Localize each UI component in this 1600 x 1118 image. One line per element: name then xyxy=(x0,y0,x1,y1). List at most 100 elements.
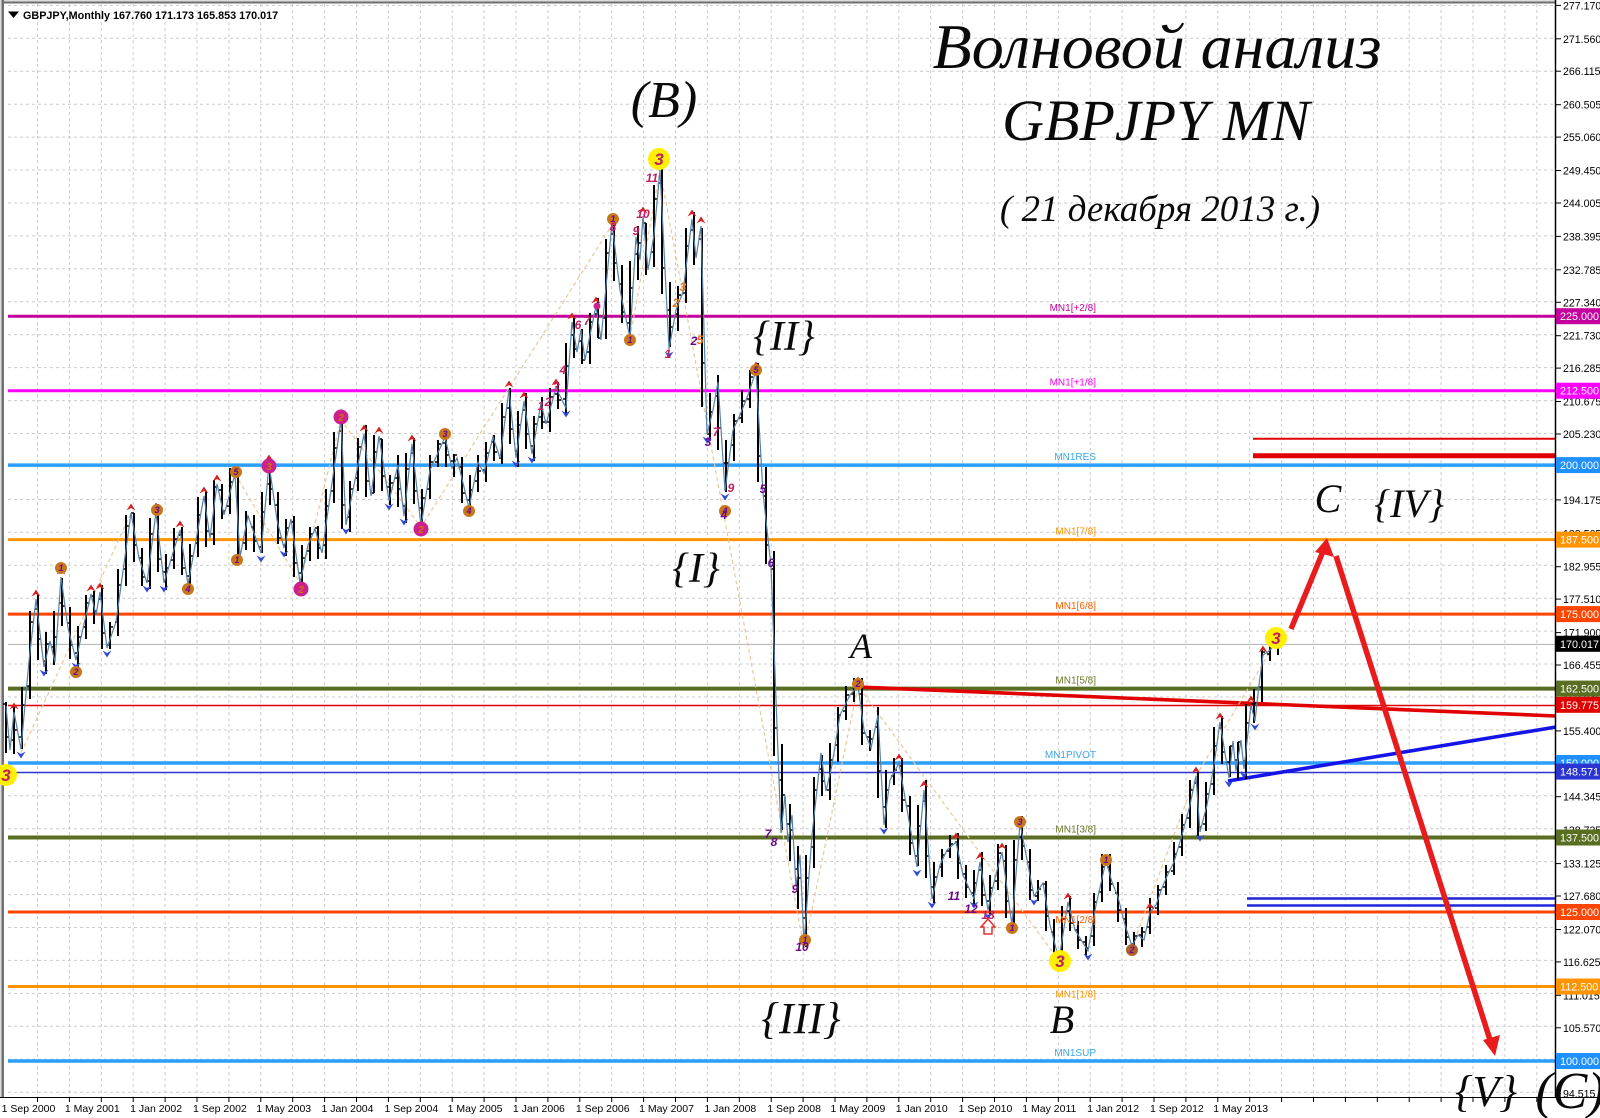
svg-text:271.560: 271.560 xyxy=(1563,34,1600,46)
svg-text:137.500: 137.500 xyxy=(1560,833,1599,845)
svg-text:3: 3 xyxy=(705,435,712,449)
svg-text:4: 4 xyxy=(559,363,567,377)
svg-text:3: 3 xyxy=(1017,817,1022,827)
svg-text:2: 2 xyxy=(72,667,78,677)
svg-text:175.000: 175.000 xyxy=(1560,609,1599,621)
svg-text:1 Sep 2000: 1 Sep 2000 xyxy=(2,1103,56,1115)
svg-text:6: 6 xyxy=(575,318,582,332)
svg-text:1 May 2011: 1 May 2011 xyxy=(1022,1103,1076,1115)
svg-text:В: В xyxy=(1050,997,1074,1042)
svg-text:5: 5 xyxy=(760,482,767,496)
svg-text:1: 1 xyxy=(58,563,63,573)
svg-text:А: А xyxy=(848,626,873,666)
svg-text:С: С xyxy=(1315,476,1343,521)
svg-text:1 May 2001: 1 May 2001 xyxy=(65,1103,120,1115)
svg-text:148.571: 148.571 xyxy=(1560,767,1599,779)
svg-text:13: 13 xyxy=(981,908,995,922)
svg-text:227.340: 227.340 xyxy=(1563,297,1600,309)
svg-text:1 Jan 2006: 1 Jan 2006 xyxy=(513,1103,565,1115)
svg-text:10: 10 xyxy=(795,940,809,954)
svg-text:112.500: 112.500 xyxy=(1560,982,1598,994)
svg-text:122.070: 122.070 xyxy=(1563,925,1600,937)
svg-text:1 Jan 2002: 1 Jan 2002 xyxy=(130,1103,182,1115)
svg-text:212.500: 212.500 xyxy=(1560,386,1599,398)
svg-text:7: 7 xyxy=(765,827,773,841)
svg-text:155.400: 155.400 xyxy=(1563,726,1600,738)
svg-text:{II}: {II} xyxy=(753,314,815,360)
svg-text:1 Jan 2008: 1 Jan 2008 xyxy=(704,1103,756,1115)
svg-text:177.510: 177.510 xyxy=(1563,594,1600,606)
svg-text:1: 1 xyxy=(665,347,672,361)
svg-text:225.000: 225.000 xyxy=(1560,311,1599,323)
svg-text:9: 9 xyxy=(728,481,735,495)
svg-text:{IV}: {IV} xyxy=(1374,481,1444,526)
svg-text:133.125: 133.125 xyxy=(1563,859,1600,871)
svg-text:260.505: 260.505 xyxy=(1563,100,1600,112)
svg-text:3: 3 xyxy=(1271,629,1281,648)
svg-text:MN1[+2/8]: MN1[+2/8] xyxy=(1050,303,1097,314)
svg-text:1 Sep 2008: 1 Sep 2008 xyxy=(767,1103,821,1115)
svg-text:1: 1 xyxy=(1103,855,1108,865)
svg-text:{III}: {III} xyxy=(761,994,841,1043)
svg-text:1 Sep 2004: 1 Sep 2004 xyxy=(384,1103,438,1115)
svg-text:2: 2 xyxy=(672,296,680,310)
svg-text:127.680: 127.680 xyxy=(1563,891,1600,903)
svg-text:6: 6 xyxy=(768,556,775,570)
svg-text:{I}: {I} xyxy=(672,546,720,592)
svg-text:94.515: 94.515 xyxy=(1563,1089,1596,1101)
svg-text:1 May 2003: 1 May 2003 xyxy=(256,1103,311,1115)
svg-text:2: 2 xyxy=(337,413,344,424)
svg-text:3: 3 xyxy=(680,280,687,294)
svg-text:2: 2 xyxy=(854,679,860,689)
svg-text:167.760 171.173 165.853 170.01: 167.760 171.173 165.853 170.017 xyxy=(113,10,278,22)
svg-text:1: 1 xyxy=(627,335,632,345)
svg-text:4: 4 xyxy=(184,584,190,594)
svg-text:100.000: 100.000 xyxy=(1560,1056,1599,1068)
svg-text:1 Sep 2010: 1 Sep 2010 xyxy=(959,1103,1013,1115)
svg-text:3: 3 xyxy=(654,150,664,169)
svg-text:MN1RES: MN1RES xyxy=(1054,452,1096,463)
svg-text:12: 12 xyxy=(964,902,978,916)
svg-text:221.730: 221.730 xyxy=(1563,331,1600,343)
svg-text:9: 9 xyxy=(633,224,640,238)
svg-text:3: 3 xyxy=(553,380,560,394)
svg-text:GBPJPY MN: GBPJPY MN xyxy=(1002,88,1313,153)
svg-text:1 Sep 2002: 1 Sep 2002 xyxy=(193,1103,247,1115)
svg-text:182.955: 182.955 xyxy=(1563,562,1600,574)
svg-text:11: 11 xyxy=(948,889,961,903)
svg-text:1: 1 xyxy=(1009,923,1014,933)
svg-text:MN1[5/8]: MN1[5/8] xyxy=(1055,676,1096,687)
svg-text:3: 3 xyxy=(154,505,159,515)
svg-text:MN1[1/8]: MN1[1/8] xyxy=(1055,990,1096,1001)
svg-text:244.005: 244.005 xyxy=(1563,198,1600,210)
svg-text:4: 4 xyxy=(465,506,471,516)
svg-text:2: 2 xyxy=(1128,945,1134,955)
svg-text:1 May 2007: 1 May 2007 xyxy=(639,1103,694,1115)
svg-text:1 May 2005: 1 May 2005 xyxy=(448,1103,503,1115)
svg-text:170.017: 170.017 xyxy=(1560,639,1599,651)
svg-text:10: 10 xyxy=(636,207,650,221)
svg-text:187.500: 187.500 xyxy=(1560,535,1599,547)
svg-text:4: 4 xyxy=(720,508,728,522)
svg-text:125.000: 125.000 xyxy=(1560,907,1599,919)
svg-text:5: 5 xyxy=(753,365,759,375)
svg-text:{V}: {V} xyxy=(1455,1067,1517,1116)
svg-text:232.785: 232.785 xyxy=(1563,265,1600,277)
svg-text:1 Jan 2012: 1 Jan 2012 xyxy=(1087,1103,1139,1115)
svg-text:200.000: 200.000 xyxy=(1560,460,1599,472)
svg-text:2: 2 xyxy=(690,334,698,348)
svg-text:7: 7 xyxy=(584,314,592,328)
svg-text:238.395: 238.395 xyxy=(1563,231,1600,243)
svg-text:210.675: 210.675 xyxy=(1563,397,1600,409)
svg-text:1 Sep 2006: 1 Sep 2006 xyxy=(576,1103,630,1115)
svg-text:1: 1 xyxy=(610,214,615,224)
svg-text:1: 1 xyxy=(234,555,239,565)
svg-text:277.170: 277.170 xyxy=(1563,0,1600,12)
svg-text:MN1[2/8]: MN1[2/8] xyxy=(1055,915,1096,926)
svg-text:3: 3 xyxy=(266,462,272,473)
svg-text:1 May 2009: 1 May 2009 xyxy=(830,1103,885,1115)
svg-text:5: 5 xyxy=(697,333,704,347)
svg-text:266.115: 266.115 xyxy=(1563,66,1600,78)
svg-text:4: 4 xyxy=(721,506,727,516)
svg-text:MN1[3/8]: MN1[3/8] xyxy=(1055,825,1096,836)
